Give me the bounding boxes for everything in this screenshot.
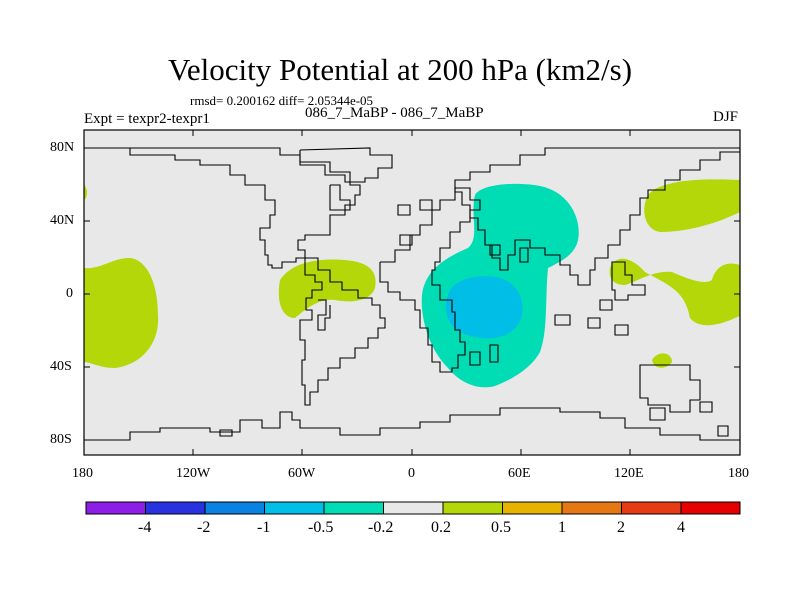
lon-label-180e: 180: [728, 466, 749, 481]
colorbar-box-1: [85, 501, 146, 515]
colorbar-box-2: [145, 501, 206, 515]
colorbar-label: 0.5: [491, 519, 511, 536]
colorbar-label: -1: [257, 519, 271, 536]
field-background: [84, 130, 740, 455]
colorbar-label: 2: [617, 519, 625, 536]
colorbar-label: -0.2: [368, 519, 394, 536]
colorbar-label: -4: [138, 519, 152, 536]
lat-label-40n: 40N: [50, 213, 75, 228]
contour-field: [84, 130, 740, 455]
colorbar: [85, 501, 741, 515]
positive-region-east-pacific: [84, 258, 159, 368]
tick-marks: [84, 130, 740, 455]
experiment-label: Expt = texpr2-texpr1: [84, 111, 210, 127]
colorbar-box-9: [561, 501, 622, 515]
positive-region-south-pacific: [652, 353, 672, 368]
season-label: DJF: [713, 109, 739, 125]
positive-region-west-pacific: [609, 258, 740, 326]
colorbar-label: -2: [197, 519, 211, 536]
positive-region-atlantic-edge: [84, 185, 87, 200]
colorbar-box-11: [680, 501, 741, 515]
lon-label-0: 0: [408, 466, 415, 481]
lon-label-60e: 60E: [508, 466, 531, 481]
colorbar-label: 0.2: [431, 519, 451, 536]
colorbar-label: -0.5: [308, 519, 334, 536]
lat-label-40s: 40S: [50, 359, 72, 374]
runs-label: 086_7_MaBP - 086_7_MaBP: [305, 105, 484, 121]
colorbar-label: 4: [677, 519, 685, 536]
positive-region-south-america: [278, 259, 376, 318]
lat-label-0: 0: [66, 286, 73, 301]
colorbar-label: 1: [558, 519, 566, 536]
lat-label-80s: 80S: [50, 432, 72, 447]
colorbar-box-8: [502, 501, 563, 515]
colorbar-box-5: [323, 501, 384, 515]
coastlines: [84, 147, 740, 441]
map-title: Velocity Potential at 200 hPa (km2/s): [167, 52, 633, 87]
lon-label-60w: 60W: [288, 466, 316, 481]
positive-region-north-pacific: [644, 179, 740, 232]
colorbar-box-7: [442, 501, 503, 515]
lon-label-180w: 180: [72, 466, 93, 481]
colorbar-box-3: [204, 501, 265, 515]
lon-label-120w: 120W: [176, 466, 211, 481]
colorbar-box-6: [383, 501, 444, 515]
rmsd-diff-stats: rmsd= 0.200162 diff= 2.05344e-05: [190, 93, 374, 108]
lat-label-80n: 80N: [50, 140, 75, 155]
colorbar-box-10: [621, 501, 682, 515]
colorbar-box-4: [264, 501, 325, 515]
lon-label-120e: 120E: [614, 466, 644, 481]
negative-core-indian-ocean: [445, 276, 523, 339]
